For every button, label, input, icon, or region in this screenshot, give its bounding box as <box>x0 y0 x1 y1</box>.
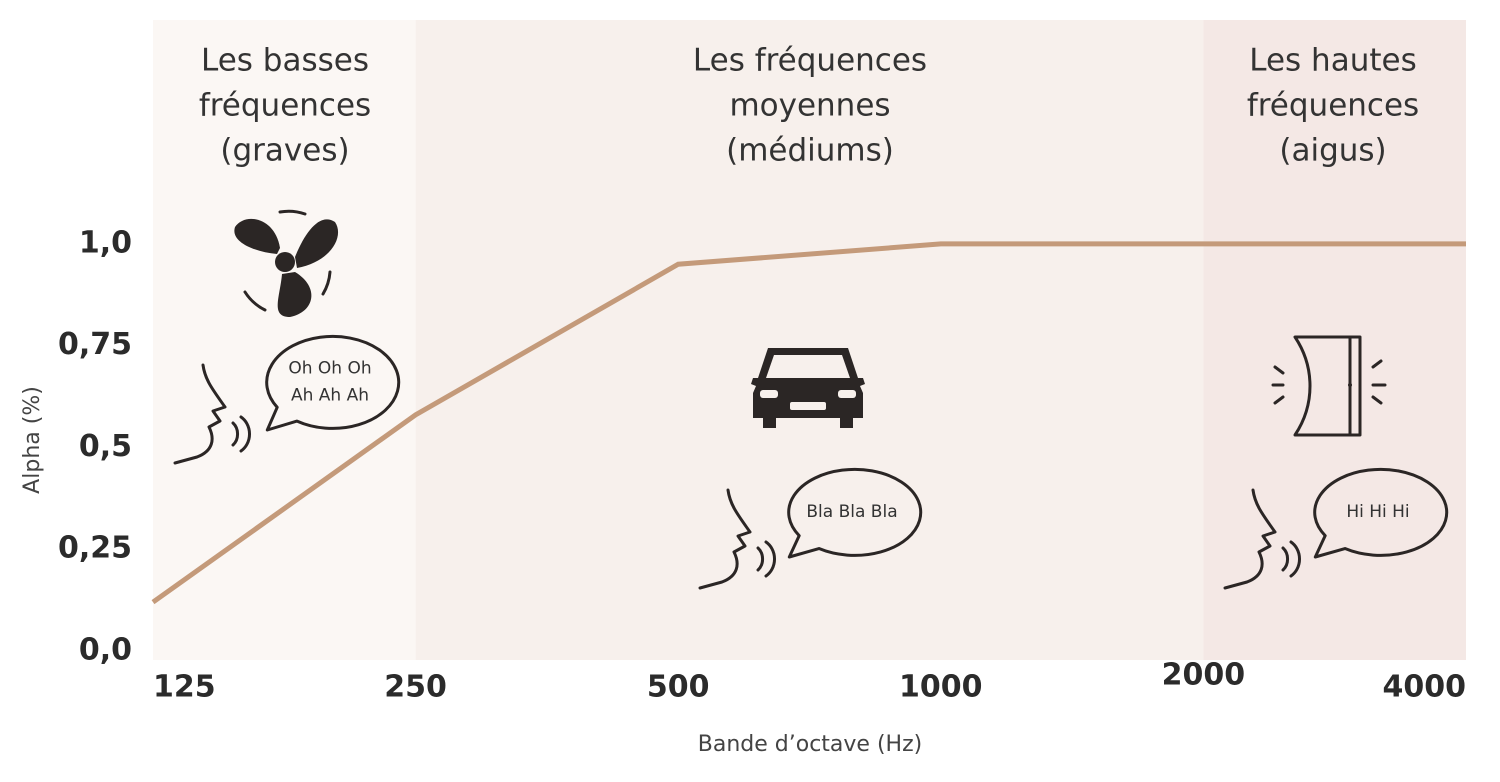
face-icon <box>1223 488 1301 590</box>
sound-wave <box>1281 540 1301 578</box>
region-band <box>1203 20 1466 660</box>
window-icon <box>1271 335 1387 437</box>
y-axis-title: Alpha (%) <box>20 386 45 494</box>
bubble-text: Ah Ah Ah <box>291 386 369 406</box>
data-line <box>151 241 1466 605</box>
face-profile <box>1223 488 1277 590</box>
region-band <box>153 20 416 660</box>
sound-wave <box>756 540 776 578</box>
y-tick-label: 0,0 <box>79 633 132 668</box>
x-tick-label: 125 <box>153 670 216 705</box>
bubble-text: Hi Hi Hi <box>1346 502 1409 522</box>
region-title: Les fréquences <box>693 43 927 79</box>
bubble-text: Bla Bla Bla <box>806 502 897 522</box>
region-title: (aigus) <box>1279 133 1386 169</box>
car-icon <box>751 348 865 428</box>
face-profile <box>698 488 752 590</box>
speech-bubble <box>787 467 923 559</box>
y-tick-label: 1,0 <box>79 225 132 260</box>
speech-bubble <box>1313 467 1449 559</box>
y-tick-label: 0,75 <box>58 327 132 362</box>
sound-wave <box>231 415 251 453</box>
fan-icon <box>234 209 339 317</box>
region-title: fréquences <box>1247 88 1419 124</box>
speech-bubble <box>265 334 401 432</box>
x-tick-label: 1000 <box>899 670 983 705</box>
x-tick-label: 4000 <box>1383 670 1467 705</box>
x-tick-label: 250 <box>384 670 447 705</box>
x-tick-label: 500 <box>647 670 710 705</box>
background <box>153 20 1466 660</box>
region-title: fréquences <box>199 88 371 124</box>
face-icon <box>698 488 776 590</box>
x-tick-label: 2000 <box>1162 658 1246 693</box>
face-profile <box>173 363 227 465</box>
region-title: (médiums) <box>726 133 894 169</box>
y-tick-label: 0,5 <box>79 429 132 464</box>
region-title: moyennes <box>729 88 890 124</box>
region-title: Les basses <box>201 43 369 79</box>
region-title: Les hautes <box>1249 43 1416 79</box>
bubble-text: Oh Oh Oh <box>288 359 371 379</box>
y-tick-label: 0,25 <box>58 531 132 566</box>
x-axis-title: Bande d’octave (Hz) <box>698 732 922 757</box>
region-title: (graves) <box>220 133 349 169</box>
face-icon <box>173 363 251 465</box>
